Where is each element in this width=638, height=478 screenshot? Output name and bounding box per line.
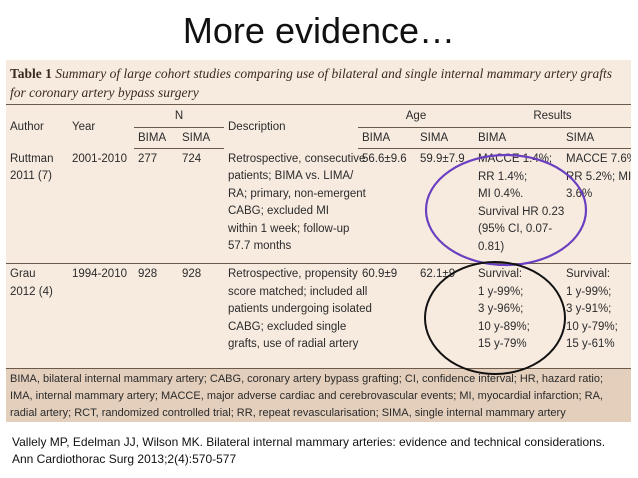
citation-line-1: Vallely MP, Edelman JJ, Wilson MK. Bilat… xyxy=(12,435,606,449)
cell-n-sima: 724 xyxy=(178,148,224,264)
cell-line: 0.81) xyxy=(478,240,505,253)
cell-line: 2011 (7) xyxy=(10,170,52,182)
cell-line: CABG; excluded MI xyxy=(228,205,329,217)
cell-author: Ruttman 2011 (7) xyxy=(6,148,68,264)
cell-line: Retrospective, propensity xyxy=(228,268,358,280)
header-results-bima: BIMA xyxy=(474,127,562,149)
cell-age-sima: 59.9±7.9 xyxy=(416,148,474,264)
header-n-sima: SIMA xyxy=(178,127,224,149)
header-results: Results xyxy=(474,104,631,128)
cell-author: Grau 2012 (4) xyxy=(6,264,68,375)
header-age-sima: SIMA xyxy=(416,127,474,149)
cell-line: 3 y-96%; xyxy=(478,303,524,315)
cell-line: Grau xyxy=(10,268,36,280)
header-author: Author xyxy=(6,104,68,149)
cell-n-bima: 277 xyxy=(134,148,178,264)
cell-line: patients undergoing isolated xyxy=(228,303,372,315)
cell-line: 2012 (4) xyxy=(10,285,53,298)
cell-age-sima: 62.1±9 xyxy=(420,268,456,280)
cell-line: CABG; excluded single xyxy=(228,320,347,333)
header-age: Age xyxy=(358,104,474,128)
cell-n-sima: 928 xyxy=(182,268,202,280)
cohort-table: Author Year N Description Age Results BI… xyxy=(6,104,631,374)
cell-age-bima: 56.6±9.6 xyxy=(358,148,416,264)
table-caption-lead: Table 1 xyxy=(10,66,52,81)
cell-line: 1 y-99%; xyxy=(566,285,612,298)
cell-line: 3 y-91%; xyxy=(566,303,612,315)
table-caption: Table 1 Summary of large cohort studies … xyxy=(10,64,626,102)
table-caption-text: Summary of large cohort studies comparin… xyxy=(10,66,612,100)
cell-line: within 1 week; follow-up xyxy=(228,222,350,235)
header-row-2: BIMA SIMA BIMA SIMA BIMA SIMA xyxy=(6,127,631,149)
cell-description: Retrospective, consecutive patients; BIM… xyxy=(224,148,366,264)
header-age-bima: BIMA xyxy=(358,127,416,149)
cell-line: Ruttman xyxy=(10,152,54,165)
header-n: N xyxy=(134,104,224,128)
cell-line: grafts, use of radial artery xyxy=(228,338,359,350)
slide-title: More evidence… xyxy=(182,10,456,51)
cell-line: Survival: xyxy=(478,268,523,280)
cell-year: 1994-2010 xyxy=(72,268,127,280)
cell-line: Survival HR 0.23 xyxy=(478,205,565,218)
cell-line: Survival: xyxy=(566,268,611,280)
cell-line: 10 y-79%; xyxy=(566,320,618,333)
cell-line: 15 y-79% xyxy=(478,338,527,350)
header-n-bima: BIMA xyxy=(134,127,178,149)
table-row: Grau 2012 (4) 1994-2010 928 928 Retrospe… xyxy=(6,264,631,375)
cell-line: RA; primary, non-emergent xyxy=(228,187,366,200)
cell-line: MACCE 1.4%; xyxy=(478,153,553,165)
citation-line-2: Ann Cardiothorac Surg 2013;2(4):570-577 xyxy=(12,452,237,466)
cell-line: 15 y-61% xyxy=(566,338,615,350)
cell-line: score matched; included all xyxy=(228,285,368,298)
table-footnote: BIMA, bilateral internal mammary artery;… xyxy=(6,368,631,422)
table-row: Ruttman 2011 (7) 2001-2010 277 724 Retro… xyxy=(6,148,631,264)
cell-line: RR 5.2%; MI xyxy=(566,170,631,183)
cell-result-sima: MACCE 7.6%; RR 5.2%; MI 3.6% xyxy=(562,148,631,264)
cell-age-bima: 60.9±9 xyxy=(362,268,398,280)
cell-line: Retrospective, consecutive xyxy=(228,152,366,165)
cell-result-bima: Survival: 1 y-99%; 3 y-96%; 10 y-89%; 15… xyxy=(474,264,562,375)
cell-line: 1 y-99%; xyxy=(478,285,524,298)
cell-line: patients; BIMA vs. LIMA/ xyxy=(228,170,354,182)
header-description: Description xyxy=(224,104,358,149)
header-results-sima: SIMA xyxy=(562,127,631,149)
cell-line: 57.7 months xyxy=(228,240,292,252)
cell-n-bima: 928 xyxy=(138,268,158,280)
cell-result-sima: Survival: 1 y-99%; 3 y-91%; 10 y-79%; 15… xyxy=(562,264,631,375)
citation: Vallely MP, Edelman JJ, Wilson MK. Bilat… xyxy=(12,434,632,468)
cell-year: 2001-2010 xyxy=(68,148,134,264)
cell-line: (95% CI, 0.07- xyxy=(478,223,553,235)
cell-line: 3.6% xyxy=(566,188,593,200)
header-row-1: Author Year N Description Age Results xyxy=(6,104,631,149)
cell-line: MI 0.4%. xyxy=(478,188,524,200)
cell-description: Retrospective, propensity score matched;… xyxy=(224,264,372,375)
header-year: Year xyxy=(68,104,134,149)
cell-result-bima: MACCE 1.4%; RR 1.4%; MI 0.4%. Survival H… xyxy=(474,148,565,264)
cell-line: RR 1.4%; xyxy=(478,170,528,183)
cell-line: MACCE 7.6%; xyxy=(566,153,631,165)
cell-line: 10 y-89%; xyxy=(478,320,530,333)
study-table-image: Table 1 Summary of large cohort studies … xyxy=(6,60,631,422)
